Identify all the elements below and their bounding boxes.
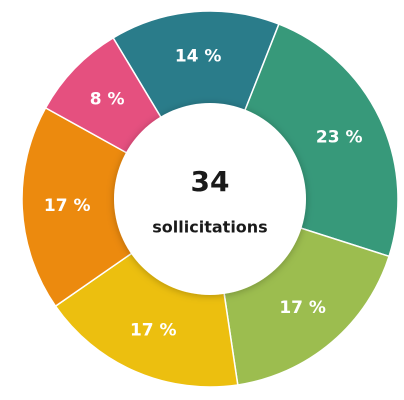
segment-label: 23 % bbox=[316, 128, 363, 148]
segment-label: 14 % bbox=[175, 46, 222, 66]
center-label: sollicitations bbox=[152, 218, 267, 237]
center-value: 34 bbox=[191, 165, 230, 198]
segment-label: 17 % bbox=[44, 196, 91, 216]
center-circle bbox=[114, 103, 306, 295]
segment-label: 17 % bbox=[130, 320, 177, 340]
segment-label: 8 % bbox=[90, 90, 125, 110]
segment-label: 17 % bbox=[279, 298, 326, 318]
